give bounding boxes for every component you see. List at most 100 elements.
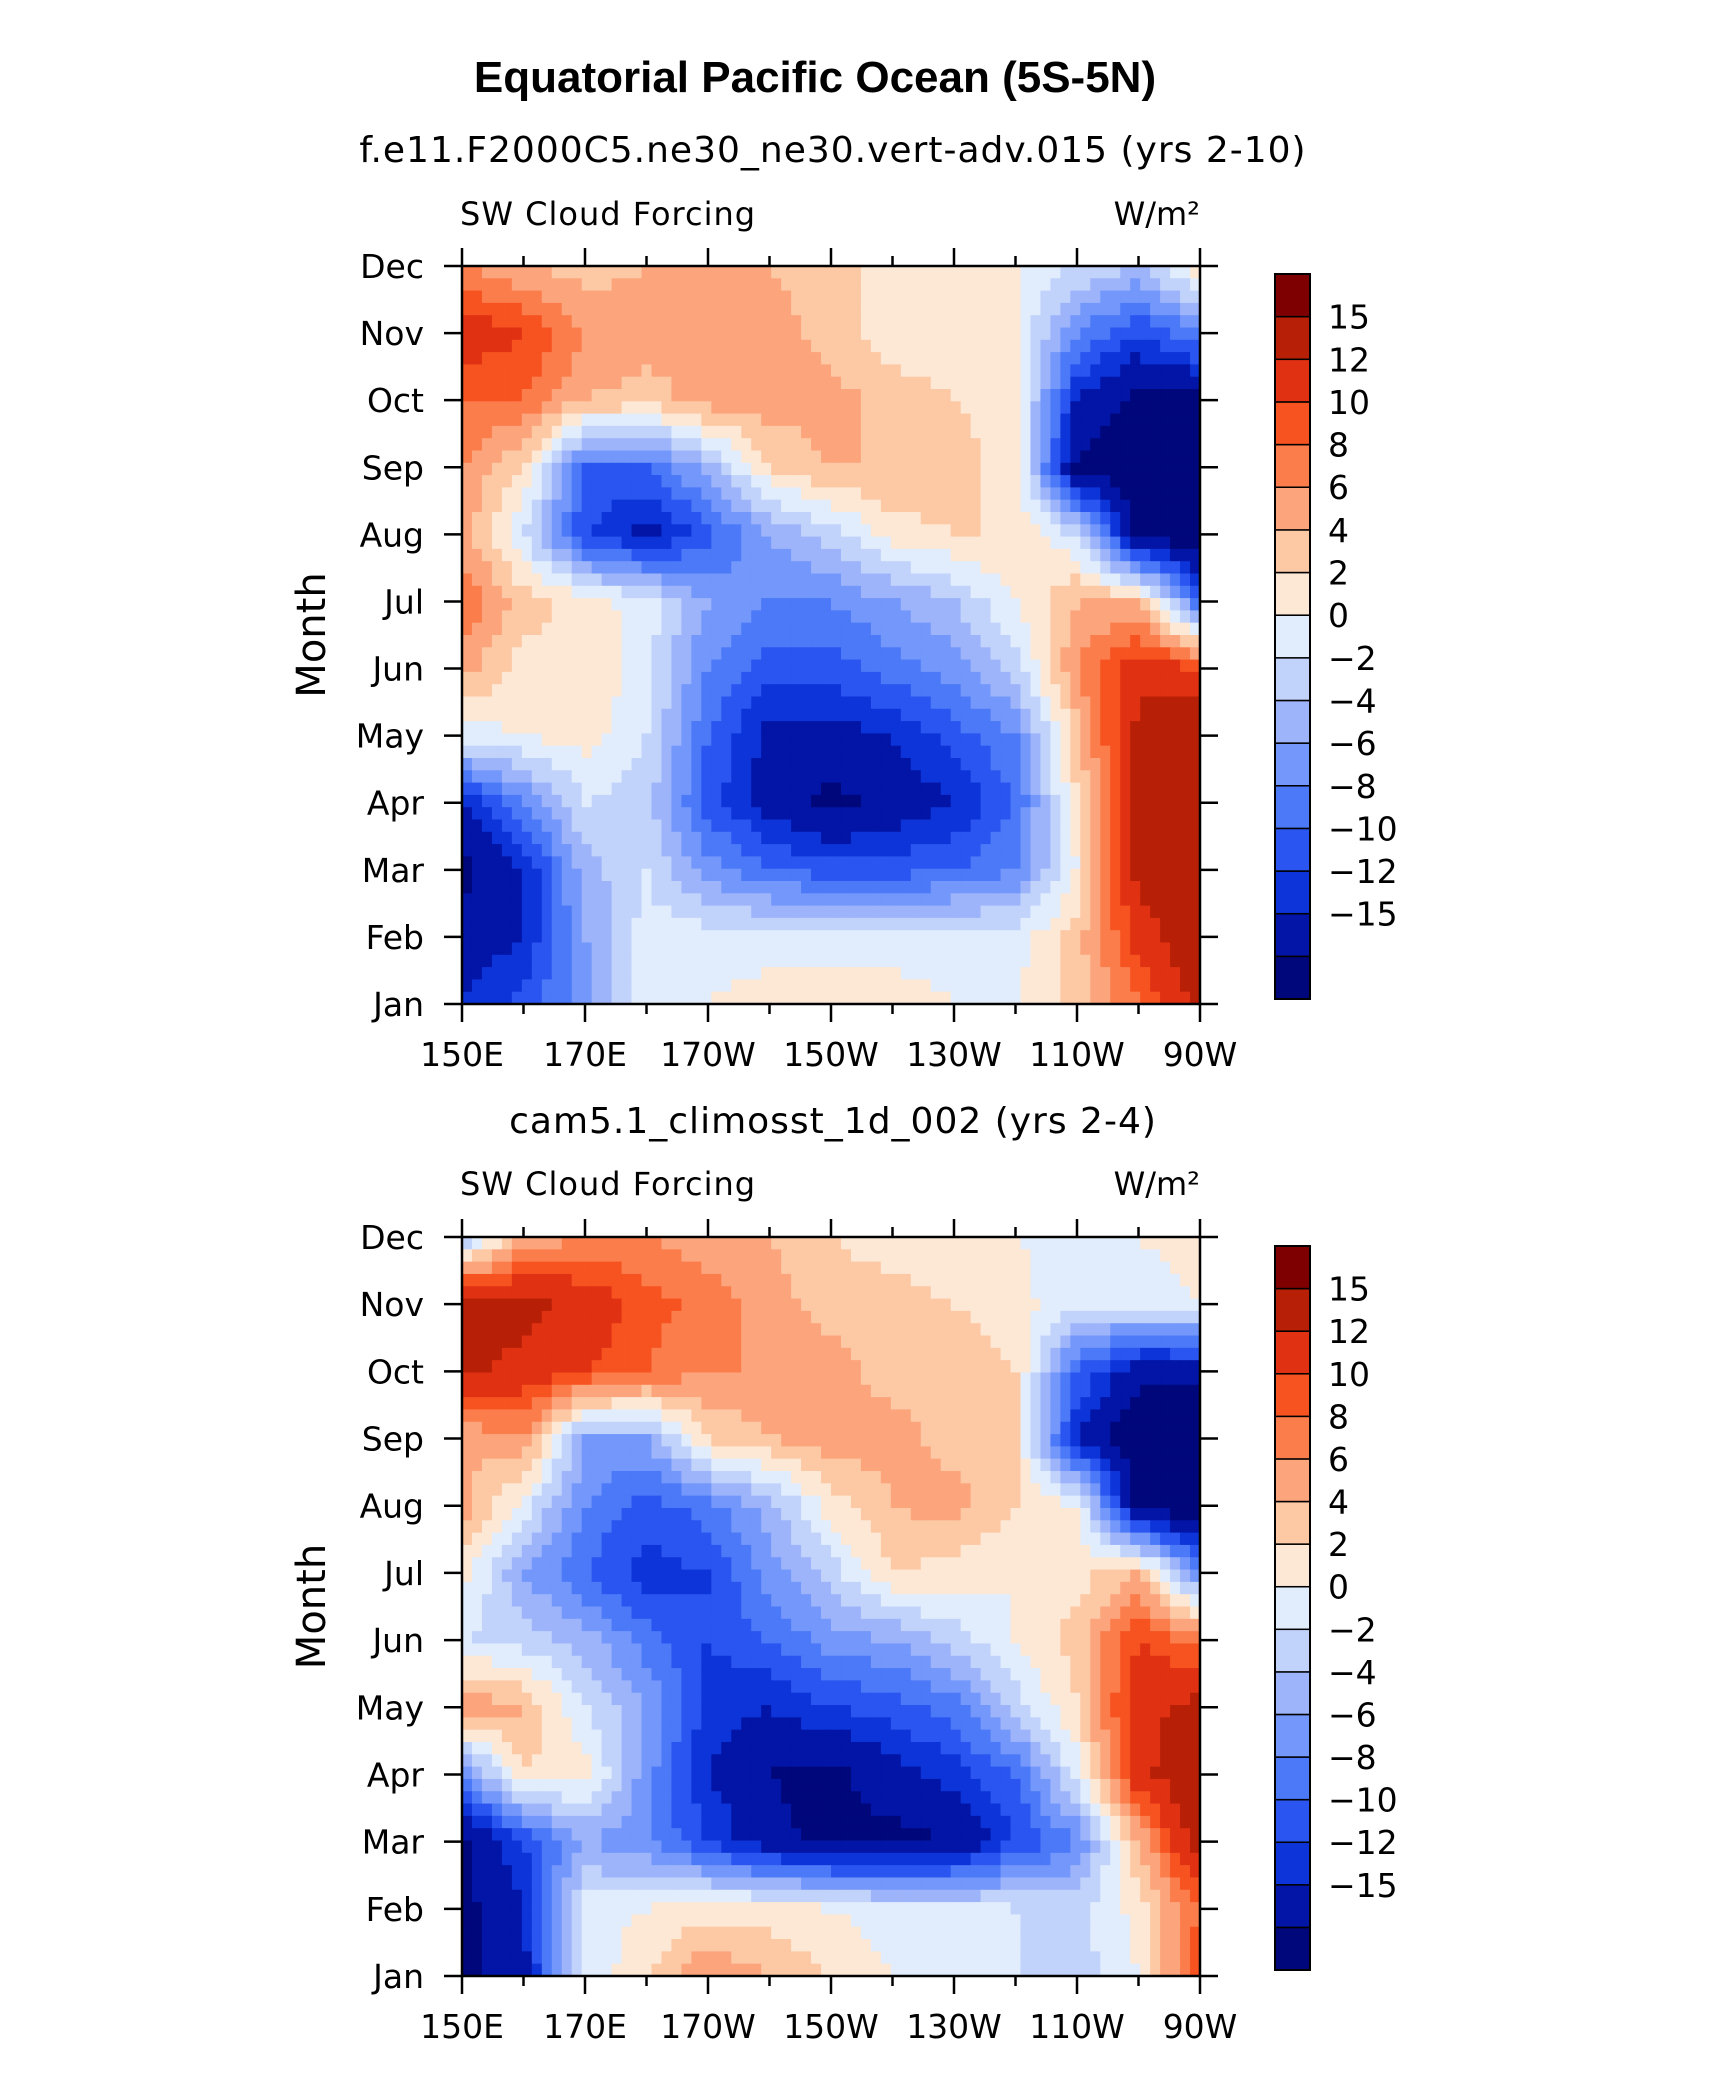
contour-cell (681, 807, 692, 821)
contour-cell (840, 462, 852, 476)
contour-cell (840, 696, 852, 710)
contour-cell (491, 364, 503, 378)
contour-cell (691, 524, 702, 538)
contour-cell (880, 991, 892, 1005)
contour-cell (651, 266, 663, 279)
contour-cell (890, 425, 902, 439)
contour-cell (481, 1286, 493, 1300)
contour-cell (801, 671, 812, 685)
contour-cell (1020, 1237, 1032, 1250)
contour-cell (621, 1237, 633, 1250)
contour-cell (950, 659, 962, 673)
contour-cell (1170, 425, 1181, 439)
contour-cell (890, 573, 902, 587)
contour-cell (591, 942, 603, 956)
contour-cell (860, 807, 872, 821)
contour-cell (771, 1298, 782, 1312)
contour-cell (1170, 339, 1181, 353)
contour-cell (920, 585, 932, 599)
contour-cell (601, 536, 613, 550)
contour-cell (681, 881, 692, 894)
contour-cell (481, 585, 493, 599)
contour-cell (1180, 856, 1191, 870)
contour-cell (811, 930, 822, 944)
contour-cell (771, 819, 782, 833)
contour-cell (791, 622, 802, 636)
contour-cell (1190, 499, 1201, 513)
contour-cell (940, 413, 952, 427)
contour-cell (591, 721, 603, 734)
contour-cell (1120, 561, 1131, 575)
contour-cell (462, 462, 473, 476)
contour-cell (1140, 758, 1151, 771)
contour-cell (950, 1249, 962, 1263)
contour-cell (1020, 831, 1032, 845)
contour-cell (721, 942, 732, 956)
contour-cell (761, 684, 772, 698)
contour-cell (920, 991, 932, 1005)
contour-cell (1010, 573, 1022, 587)
contour-cell (940, 352, 952, 365)
x-tick-label: 170E (543, 1035, 627, 1074)
contour-cell (990, 954, 1002, 968)
contour-cell (781, 462, 792, 476)
contour-cell (850, 733, 862, 747)
contour-cell (471, 807, 483, 821)
contour-cell (651, 475, 663, 488)
contour-cell (741, 745, 752, 759)
contour-cell (531, 942, 543, 956)
contour-cell (920, 684, 932, 698)
contour-cell (811, 585, 822, 599)
contour-cell (990, 758, 1002, 771)
contour-cell (731, 696, 742, 710)
contour-cell (531, 524, 543, 538)
contour-cell (581, 475, 593, 488)
contour-cell (521, 389, 533, 402)
contour-cell (1070, 1298, 1081, 1312)
contour-cell (950, 844, 962, 857)
contour-cell (1040, 327, 1051, 341)
contour-cell (870, 315, 882, 329)
contour-cell (1140, 389, 1151, 402)
contour-cell (1140, 1273, 1151, 1287)
contour-cell (551, 1273, 563, 1287)
contour-cell (771, 905, 782, 919)
contour-cell (601, 905, 613, 919)
contour-cell (691, 647, 702, 661)
contour-cell (751, 967, 762, 980)
contour-cell (1190, 844, 1201, 857)
contour-cell (1100, 1237, 1111, 1250)
contour-cell (880, 327, 892, 341)
contour-cell (521, 881, 533, 894)
contour-cell (581, 266, 593, 279)
contour-cell (551, 450, 563, 464)
contour-cell (1130, 389, 1141, 402)
contour-cell (471, 733, 483, 747)
contour-cell (1090, 548, 1101, 562)
contour-cell (1170, 548, 1181, 562)
contour-cell (551, 942, 563, 956)
contour-cell (1050, 647, 1061, 661)
contour-cell (691, 561, 702, 575)
contour-cell (1030, 561, 1042, 575)
contour-cell (511, 462, 523, 476)
contour-cell (930, 450, 942, 464)
contour-cell (1000, 782, 1012, 796)
contour-cell (821, 561, 832, 575)
contour-cell (1180, 327, 1191, 341)
contour-cell (1040, 807, 1051, 821)
contour-cell (1050, 671, 1061, 685)
contour-cell (551, 721, 563, 734)
contour-cell (462, 905, 473, 919)
contour-cell (801, 487, 812, 501)
contour-cell (801, 979, 812, 993)
contour-cell (701, 499, 712, 513)
contour-cell (661, 819, 673, 833)
contour-cell (691, 782, 702, 796)
contour-cell (1190, 1286, 1201, 1300)
contour-cell (771, 548, 782, 562)
contour-cell (661, 266, 673, 279)
contour-cell (791, 512, 802, 525)
contour-cell (1180, 917, 1191, 931)
contour-cell (1160, 745, 1171, 759)
